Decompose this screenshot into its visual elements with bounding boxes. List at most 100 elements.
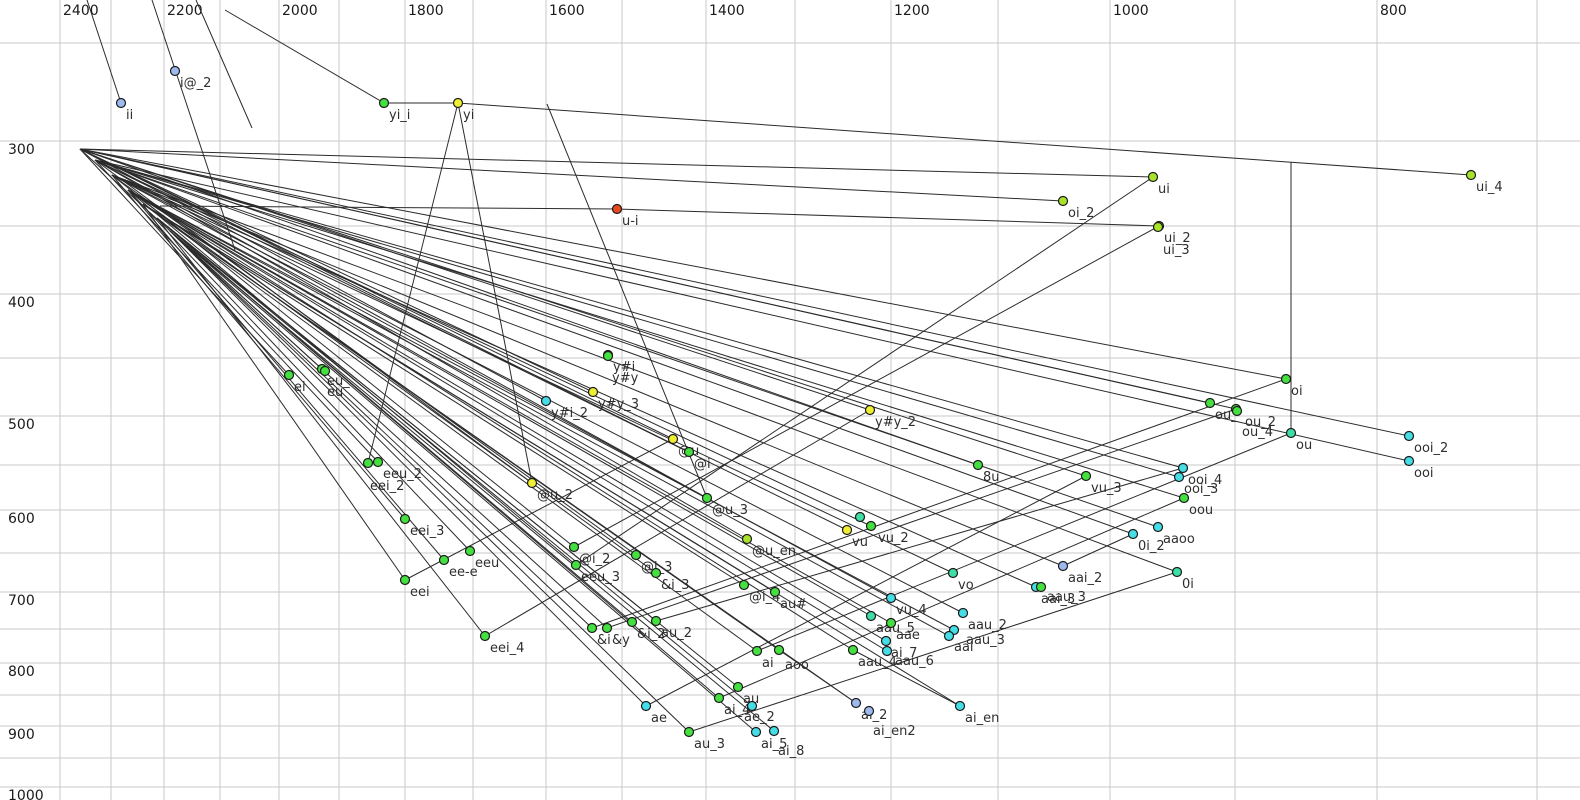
data-point-aaoo[interactable] (1152, 521, 1164, 533)
data-point-0i[interactable] (1171, 566, 1183, 578)
data-point-aoo[interactable] (773, 644, 785, 656)
data-point-vu-4[interactable] (885, 592, 897, 604)
data-point--y[interactable] (601, 622, 613, 634)
trajectory-line (127, 189, 657, 574)
data-point-ui[interactable] (1147, 171, 1159, 183)
data-point-vu-2[interactable] (865, 520, 877, 532)
data-point-y-i-2[interactable] (540, 395, 552, 407)
data-point-au-2[interactable] (650, 615, 662, 627)
trajectory-line (127, 189, 872, 617)
data-point-ooi-2[interactable] (1403, 430, 1415, 442)
data-point-aai[interactable] (943, 630, 955, 642)
data-point-ai-2[interactable] (850, 697, 862, 709)
data-point--u-2[interactable] (526, 477, 538, 489)
point-label-vu-2: vu_2 (878, 531, 909, 546)
data-point-aau-3[interactable] (1035, 581, 1047, 593)
data-point-ai-4[interactable] (713, 692, 725, 704)
data-point-y-y-3[interactable] (587, 386, 599, 398)
data-point-vu[interactable] (841, 524, 853, 536)
data-point-ii[interactable] (115, 97, 127, 109)
data-point-ou-[interactable] (1204, 397, 1216, 409)
data-point--i[interactable] (586, 622, 598, 634)
data-point-ooi[interactable] (1403, 455, 1415, 467)
data-point-ai-5[interactable] (750, 726, 762, 738)
trajectory-line (156, 217, 486, 637)
data-point-eeu-2[interactable] (372, 456, 384, 468)
data-point-eei-4[interactable] (479, 630, 491, 642)
data-point-ee-e[interactable] (438, 554, 450, 566)
y-axis-tick-label-600: 600 (8, 511, 35, 527)
data-point-ai-8[interactable] (768, 725, 780, 737)
data-point--i-2[interactable] (626, 616, 638, 628)
point-label-0i-2: 0i_2 (1138, 539, 1165, 554)
trajectory-line (778, 649, 857, 704)
data-point-y-y-2[interactable] (864, 404, 876, 416)
data-point-u-i[interactable] (611, 203, 623, 215)
data-point-oou[interactable] (1178, 492, 1190, 504)
x-axis-tick-label-1800: 1800 (408, 3, 444, 19)
data-point-eu[interactable] (319, 365, 331, 377)
data-point-eeu[interactable] (464, 545, 476, 557)
data-point--i-2[interactable] (568, 541, 580, 553)
trajectory-line (655, 467, 1184, 622)
x-axis-tick-label-2000: 2000 (282, 3, 318, 19)
data-point-0i-2[interactable] (1127, 528, 1139, 540)
data-point-aae[interactable] (885, 617, 897, 629)
data-point-au-3[interactable] (683, 726, 695, 738)
data-point-ou[interactable] (1285, 427, 1297, 439)
data-point-yi-i[interactable] (378, 97, 390, 109)
data-point-oi[interactable] (1280, 373, 1292, 385)
point-label-eei-3: eei_3 (410, 524, 444, 539)
data-point-ae[interactable] (640, 700, 652, 712)
data-point-ooi-3[interactable] (1173, 471, 1185, 483)
data-point-ai-7[interactable] (880, 635, 892, 647)
data-point-yi[interactable] (452, 97, 464, 109)
data-point-ai-en2[interactable] (863, 705, 875, 717)
y-axis-tick-label-400: 400 (8, 295, 35, 311)
data-point--u-en[interactable] (741, 533, 753, 545)
data-point-ooi-4[interactable] (1177, 462, 1189, 474)
data-point-ae-2[interactable] (746, 700, 758, 712)
data-point-eei[interactable] (399, 574, 411, 586)
data-point-eeu-3[interactable] (570, 559, 582, 571)
data-point-aau-2[interactable] (957, 607, 969, 619)
point-label--i: &i (597, 633, 611, 648)
trajectory-line (127, 189, 854, 651)
data-point-aau-6[interactable] (881, 645, 893, 657)
data-point-au-[interactable] (769, 586, 781, 598)
data-point-eei-3[interactable] (399, 513, 411, 525)
point-label-aai-2: aai_2 (1068, 571, 1102, 586)
data-point--i-4[interactable] (738, 579, 750, 591)
data-point-ai[interactable] (751, 645, 763, 657)
data-point-aai-2[interactable] (1057, 560, 1069, 572)
data-point-aau-4[interactable] (847, 644, 859, 656)
data-point-oi-2[interactable] (1057, 195, 1069, 207)
data-point-vo[interactable] (947, 567, 959, 579)
data-point--u[interactable] (667, 433, 679, 445)
point-label-au-: au# (780, 597, 807, 612)
trajectory-line (645, 475, 1087, 707)
data-point--i[interactable] (683, 446, 695, 458)
data-point-ui-4[interactable] (1465, 169, 1477, 181)
data-point-ou-4[interactable] (1231, 405, 1243, 417)
data-point-eei-2[interactable] (362, 457, 374, 469)
data-point-au[interactable] (732, 681, 744, 693)
data-point-ui-3[interactable] (1152, 221, 1164, 233)
point-label--y: &y (612, 633, 630, 648)
trajectory-line (79, 148, 871, 411)
data-point-8u[interactable] (972, 459, 984, 471)
data-point-ai-en[interactable] (954, 700, 966, 712)
data-point--u-3[interactable] (701, 492, 713, 504)
trajectory-line (591, 378, 1287, 629)
data-point--i-3[interactable] (630, 549, 642, 561)
data-point-ei[interactable] (283, 369, 295, 381)
trajectory-line (718, 497, 1185, 699)
data-point-aau-5[interactable] (865, 610, 877, 622)
data-point-vu-3[interactable] (1080, 470, 1092, 482)
data-point-i-2[interactable] (169, 65, 181, 77)
data-point-point[interactable] (854, 511, 866, 523)
point-label-oou: oou (1189, 503, 1213, 518)
data-point-y-y[interactable] (602, 350, 614, 362)
data-point--i-3[interactable] (650, 567, 662, 579)
